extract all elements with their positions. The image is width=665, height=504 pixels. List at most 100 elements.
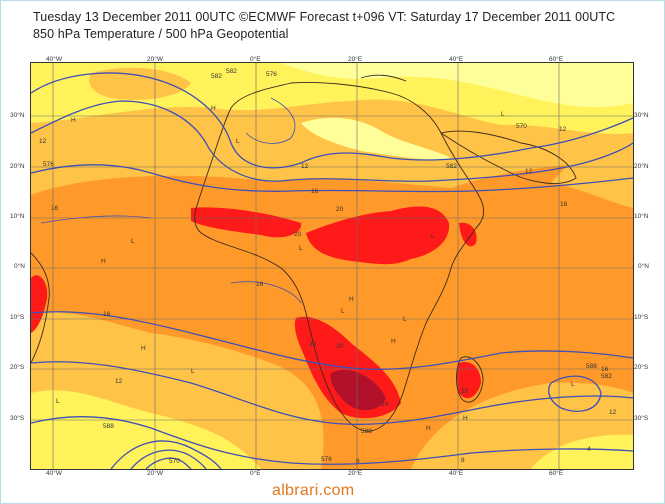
light-orange-arabian-sea (551, 133, 633, 208)
high-pressure-mark: H (211, 105, 216, 112)
contour-label: 576 (43, 161, 54, 168)
low-pressure-mark: L (403, 316, 407, 323)
light-orange-atlantic-patch (89, 67, 191, 100)
lat-label-left: 20°N (10, 163, 25, 170)
lat-label-right: 10°S (634, 314, 649, 321)
contour-label: 12 (115, 378, 123, 385)
contour-label: 12 (301, 163, 309, 170)
map-canvas (31, 63, 633, 469)
pale-yellow-sahara-patch (301, 117, 451, 160)
lon-label-top: 40°E (449, 56, 464, 63)
lat-label-left: 0°N (14, 263, 25, 270)
contour-label: 582 (211, 73, 222, 80)
site-watermark: albrari.com (272, 482, 355, 499)
hot-horn-of-africa (459, 222, 477, 247)
lon-label-top: 20°W (147, 56, 163, 63)
lat-label-right: 20°N (634, 163, 649, 170)
contour-label: 16 (560, 201, 568, 208)
contour-label: 24 (381, 401, 389, 408)
madagascar-coastline (456, 356, 484, 403)
lon-label-top: 60°E (549, 56, 564, 63)
lat-label-right: 0°N (638, 263, 649, 270)
high-pressure-mark: H (141, 345, 146, 352)
lon-label-top: 0°E (250, 56, 261, 63)
lat-label-left: 30°S (10, 415, 25, 422)
lat-label-left: 10°S (10, 314, 25, 321)
high-pressure-mark: H (391, 338, 396, 345)
temperature-contours (40, 97, 302, 304)
coastlines (31, 74, 577, 432)
contour-label: 576 (321, 456, 332, 463)
yellow-south-atlantic (31, 390, 261, 469)
contour-label: 588 (103, 423, 114, 430)
lon-label-top: 40°W (46, 56, 62, 63)
very-hot-kalahari (330, 369, 386, 411)
contour-label: 16 (601, 366, 609, 373)
contour-label: 16 (256, 281, 264, 288)
contour-label: 16 (311, 188, 319, 195)
contour-label: 12 (609, 409, 617, 416)
contour-label: 12 (39, 138, 47, 145)
low-pressure-mark: L (501, 111, 505, 118)
contour-label: 20 (461, 388, 469, 395)
lat-label-left: 30°N (10, 112, 25, 119)
contour-label: 576 (266, 71, 277, 78)
contour-label: 582 (226, 68, 237, 75)
contour-label: 4 (587, 446, 591, 453)
low-pressure-mark: L (299, 245, 303, 252)
geopotential-contours (31, 72, 633, 469)
contour-label: 16 (51, 205, 59, 212)
lon-label-bottom: 20°E (348, 470, 363, 477)
contour-label: 8 (461, 457, 465, 464)
contour-label: 20 (309, 341, 317, 348)
africa-coastline (194, 82, 485, 432)
high-pressure-mark: H (426, 425, 431, 432)
low-pressure-mark: L (131, 238, 135, 245)
contour-label: 12 (525, 168, 533, 175)
hot-madagascar (456, 362, 481, 399)
lon-label-bottom: 20°W (147, 470, 163, 477)
low-pressure-mark: L (56, 398, 60, 405)
map-title: Tuesday 13 December 2011 00UTC ©ECMWF Fo… (33, 10, 616, 24)
contour-label: 20 (336, 343, 344, 350)
lat-label-right: 30°S (634, 415, 649, 422)
contour-label: 570 (516, 123, 527, 130)
lon-label-bottom: 0°E (250, 470, 261, 477)
contour-label: 20 (294, 231, 302, 238)
map-subtitle: 850 hPa Temperature / 500 hPa Geopotenti… (33, 27, 289, 41)
weather-map: 582 576 570 576 582 588 588 582 576 570 … (30, 62, 634, 470)
high-pressure-mark: H (101, 258, 106, 265)
arabia-coastline (439, 130, 577, 184)
lat-label-right: 20°S (634, 364, 649, 371)
contour-label: 20 (336, 206, 344, 213)
hot-south-america (31, 275, 48, 333)
high-pressure-mark: H (71, 117, 76, 124)
contour-label: 16 (103, 311, 111, 318)
low-pressure-mark: L (431, 233, 435, 240)
lat-label-right: 30°N (634, 112, 649, 119)
contour-label: 570 (169, 458, 180, 465)
low-pressure-mark: L (236, 138, 240, 145)
high-pressure-mark: H (349, 296, 354, 303)
lon-label-bottom: 40°E (449, 470, 464, 477)
lon-label-bottom: 60°E (549, 470, 564, 477)
contour-label: 8 (356, 458, 360, 465)
yellow-south-indian (531, 434, 633, 469)
lat-label-left: 20°S (10, 364, 25, 371)
lon-label-bottom: 40°W (46, 470, 62, 477)
low-pressure-mark: L (191, 368, 195, 375)
low-pressure-mark: L (341, 308, 345, 315)
lon-label-top: 20°E (348, 56, 363, 63)
pale-yellow-north-patch (281, 63, 633, 108)
mediterranean-coast (360, 74, 407, 82)
contour-label: 12 (559, 126, 567, 133)
contour-label: 582 (446, 163, 457, 170)
hot-west-africa (191, 207, 302, 238)
hot-central-africa (306, 206, 450, 265)
contour-label: 588 (586, 363, 597, 370)
contour-label: 588 (361, 428, 372, 435)
low-pressure-mark: L (571, 381, 575, 388)
lat-label-right: 10°N (634, 213, 649, 220)
lat-label-left: 10°N (10, 213, 25, 220)
south-america-coastline (31, 252, 50, 364)
